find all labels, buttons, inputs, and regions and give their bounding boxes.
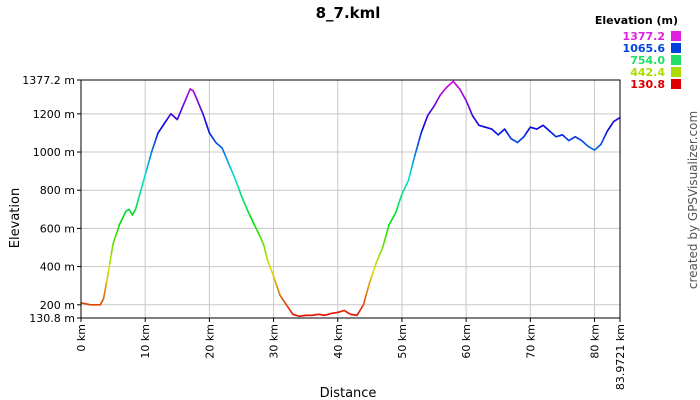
- profile-segment: [152, 141, 156, 149]
- profile-segment: [150, 146, 155, 153]
- profile-segment: [418, 132, 423, 140]
- y-tick-label: 1377.2 m: [22, 74, 75, 87]
- profile-segment: [202, 113, 206, 120]
- profile-segment: [109, 252, 113, 264]
- profile-segment: [137, 191, 142, 199]
- profile-segment: [410, 161, 414, 170]
- y-axis-title: Elevation: [8, 188, 23, 248]
- profile-segment: [413, 149, 418, 157]
- profile-segment: [205, 122, 209, 129]
- profile-segment: [386, 223, 390, 232]
- profile-segment: [367, 281, 371, 289]
- profile-segment: [203, 117, 207, 125]
- profile-segment: [154, 136, 158, 144]
- x-tick-label: 10 km: [139, 324, 152, 359]
- x-tick-label: 40 km: [332, 324, 345, 359]
- profile-segment: [370, 271, 374, 278]
- profile-segment: [147, 156, 151, 165]
- profile-segment: [275, 284, 280, 292]
- x-axis-title: Distance: [320, 386, 377, 400]
- profile-segment: [373, 261, 378, 269]
- x-tick-label: 50 km: [396, 324, 409, 359]
- y-tick-label: 400 m: [40, 261, 75, 274]
- profile-segment: [107, 261, 111, 274]
- profile-segment: [149, 151, 153, 159]
- profile-segment: [139, 185, 143, 193]
- credit-text: created by GPSVisualizer.com: [686, 111, 700, 289]
- legend-swatch: [671, 43, 681, 53]
- profile-segment: [407, 173, 411, 182]
- y-tick-label: 200 m: [40, 299, 75, 312]
- profile-segment: [415, 143, 419, 151]
- profile-segment: [364, 292, 368, 300]
- legend-swatch: [671, 31, 681, 41]
- profile-segment: [110, 242, 114, 255]
- profile-segment: [385, 229, 389, 237]
- y-tick-label: 1200 m: [33, 108, 75, 121]
- plot-frame: [80, 79, 621, 319]
- x-tick-label: 30 km: [268, 324, 281, 359]
- profile-segment: [394, 207, 398, 214]
- profile-segment: [365, 286, 370, 295]
- profile-segment: [272, 275, 276, 282]
- legend-label: 754.0: [630, 54, 665, 67]
- profile-segment: [105, 271, 110, 283]
- legend-swatch: [671, 79, 681, 89]
- profile-segment: [277, 289, 281, 297]
- legend-label: 1377.2: [623, 30, 665, 43]
- profile-segment: [142, 174, 146, 182]
- legend-title: Elevation (m): [595, 14, 678, 27]
- profile-segment: [274, 280, 278, 287]
- profile-segment: [145, 162, 150, 171]
- profile-segment: [117, 223, 121, 231]
- x-axis-ticks: 0 km 10 km 20 km 30 km 40 km 50 km 60 km 70 km 8…: [75, 318, 627, 390]
- y-tick-label: 130.8 m: [29, 312, 75, 325]
- profile-segment: [362, 298, 366, 306]
- x-tick-label: 70 km: [524, 324, 537, 359]
- profile-segment: [144, 168, 148, 176]
- legend-label: 1065.6: [623, 42, 666, 55]
- profile-segment: [397, 198, 402, 205]
- profile-segment: [155, 132, 159, 139]
- y-tick-label: 600 m: [40, 222, 75, 235]
- x-tick-label: 0 km: [75, 324, 88, 352]
- profile-segment: [369, 276, 373, 283]
- gridlines: [80, 79, 621, 319]
- x-tick-label: 83.9721 km: [614, 324, 627, 390]
- profile-segment: [383, 235, 387, 243]
- x-tick-label: 60 km: [460, 324, 473, 359]
- profile-segment: [112, 238, 116, 245]
- chart-title: 8_7.kml: [316, 4, 381, 22]
- y-tick-label: 1000 m: [33, 146, 75, 159]
- profile-segment: [417, 137, 421, 146]
- profile-segment: [412, 155, 416, 163]
- legend-label: 130.8: [630, 78, 665, 91]
- legend-swatch: [671, 67, 681, 77]
- elevation-profile-line: [80, 80, 621, 318]
- legend-label: 442.4: [630, 66, 665, 79]
- x-tick-label: 20 km: [203, 324, 216, 359]
- legend-swatch: [671, 55, 681, 65]
- profile-segment: [381, 240, 386, 249]
- profile-segment: [113, 233, 118, 240]
- profile-segment: [206, 127, 211, 134]
- y-tick-label: 800 m: [40, 184, 75, 197]
- profile-segment: [409, 167, 413, 176]
- profile-segment: [115, 228, 119, 235]
- profile-segment: [399, 193, 403, 200]
- profile-segment: [396, 202, 400, 210]
- profile-segment: [372, 266, 376, 274]
- profile-segment: [141, 179, 145, 188]
- x-tick-label: 80 km: [589, 324, 602, 359]
